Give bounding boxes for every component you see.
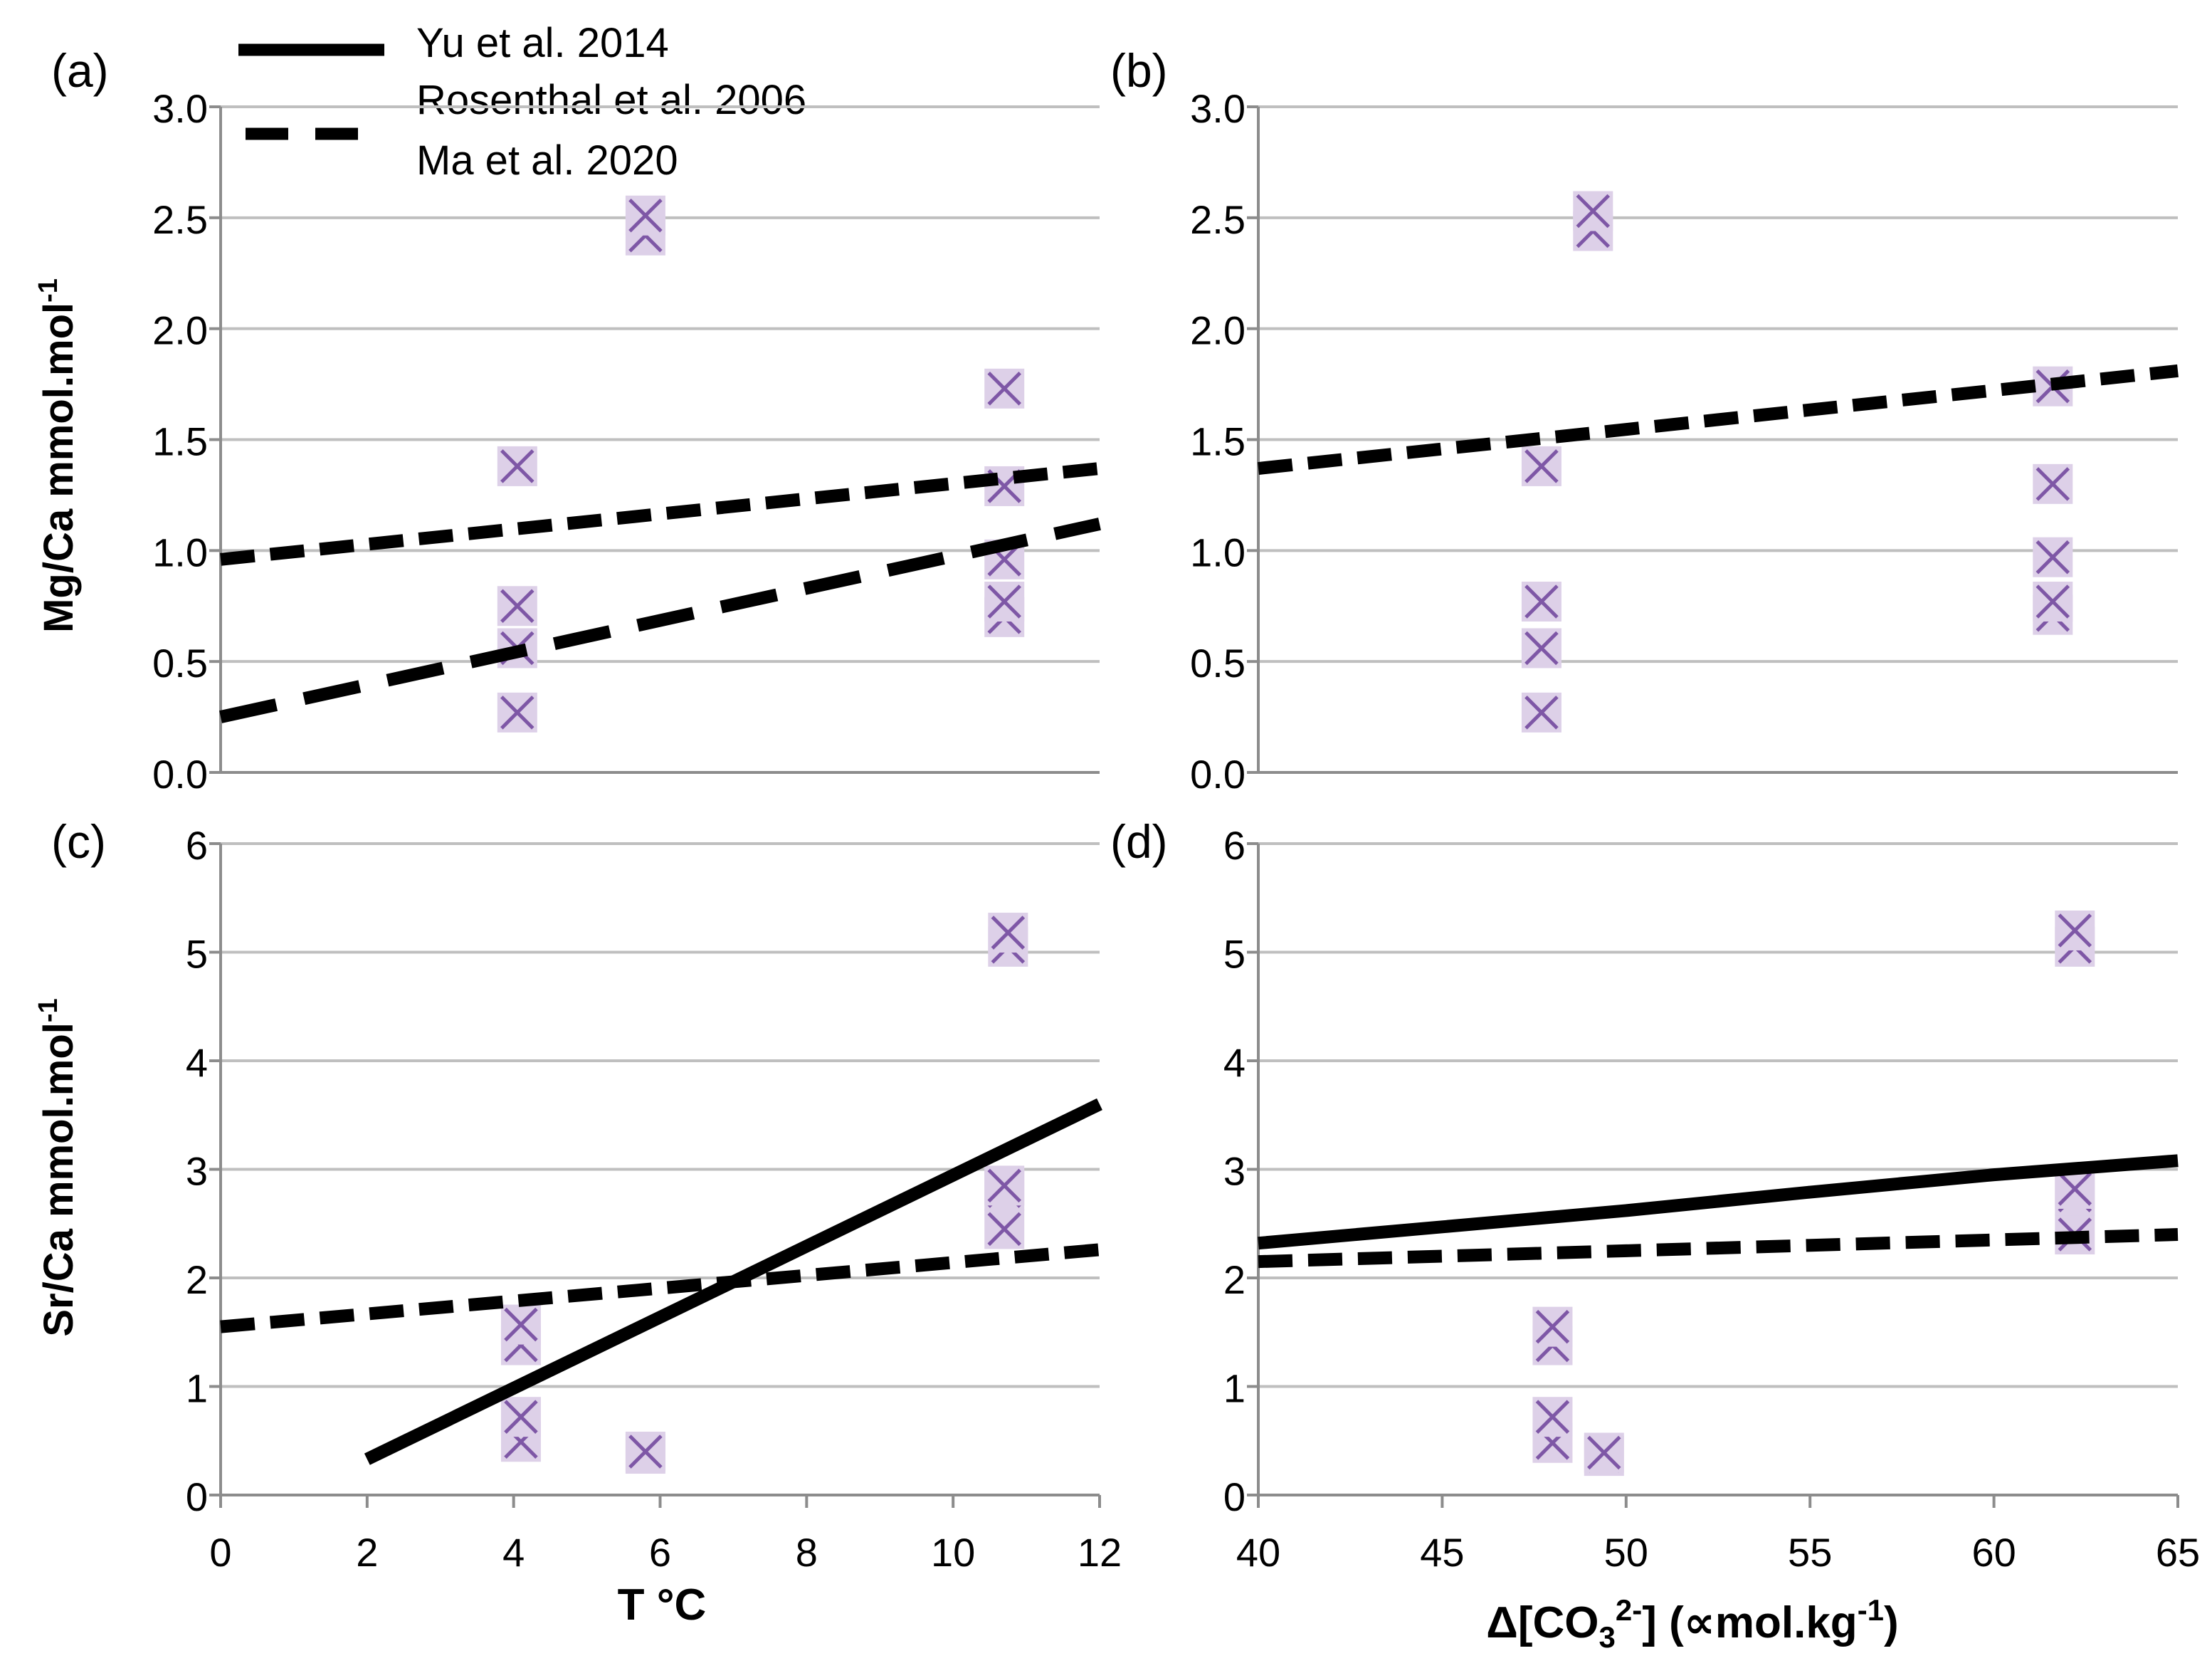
y-tick-label: 2 <box>186 1257 208 1302</box>
data-point <box>2058 1172 2092 1206</box>
y-tick-label: 2.0 <box>1190 308 1245 353</box>
data-point <box>500 696 534 730</box>
data-point <box>1524 696 1559 730</box>
data-point <box>987 372 1021 406</box>
y-tick-label: 6 <box>1223 823 1245 868</box>
x-tick-label: 12 <box>1078 1530 1122 1575</box>
y-tick-label: 1.5 <box>152 419 208 464</box>
panel-b: 0.0 0.5 1.0 1.5 2.0 2.5 3.0 <box>1190 86 2179 797</box>
x-tick-label: 45 <box>1420 1530 1464 1575</box>
y-tick-label: 1 <box>186 1366 208 1411</box>
panel-label: (b) <box>1110 44 1168 97</box>
y-tick-label: 3.0 <box>1190 86 1245 131</box>
y-tick-label: 0.5 <box>1190 641 1245 686</box>
data-point <box>628 1435 663 1469</box>
x-axis-label-co3: Δ[CO32-] (∝mol.kg-1) <box>1486 1593 1898 1654</box>
x-tick-label: 65 <box>2156 1530 2200 1575</box>
y-tick-label: 4 <box>1223 1040 1245 1085</box>
data-point <box>2035 467 2070 501</box>
data-point <box>991 916 1026 950</box>
x-tick-label: 40 <box>1236 1530 1280 1575</box>
data-point <box>1576 194 1611 229</box>
x-tick-label: 60 <box>1971 1530 2016 1575</box>
data-point <box>1587 1435 1621 1470</box>
x-tick-label: 55 <box>1788 1530 1832 1575</box>
data-point <box>987 1168 1021 1203</box>
x-tick-label: 4 <box>502 1530 525 1575</box>
y-tick-label: 0 <box>186 1474 208 1519</box>
y-tick-label: 6 <box>186 823 208 868</box>
y-tick-label: 2.5 <box>1190 197 1245 242</box>
x-tick-label: 6 <box>649 1530 671 1575</box>
data-point <box>628 198 663 233</box>
y-tick-label: 0 <box>1223 1474 1245 1519</box>
data-point <box>1524 631 1559 666</box>
y-tick-label: 0.0 <box>1190 752 1245 797</box>
y-tick-label: 0.5 <box>152 641 208 686</box>
y-tick-label: 3.0 <box>152 86 208 131</box>
panel-label: (c) <box>51 815 106 868</box>
panel-a: 0.0 0.5 1.0 1.5 2.0 2.5 3.0 <box>152 86 1101 797</box>
data-point <box>1524 449 1559 483</box>
panel-label: (d) <box>1110 815 1168 868</box>
x-tick-label: 50 <box>1604 1530 1648 1575</box>
x-tick-label: 10 <box>931 1530 975 1575</box>
y-tick-label: 5 <box>186 932 208 977</box>
y-axis-label-mg: Mg/Ca mmol.mol-1 <box>33 278 82 633</box>
y-tick-label: 1.0 <box>1190 530 1245 575</box>
data-point <box>2035 540 2070 575</box>
y-axis-label-sr: Sr/Ca mmol.mol-1 <box>33 998 82 1336</box>
series-line <box>219 518 1101 723</box>
x-axis-label-t: T °C <box>618 1580 707 1630</box>
data-point <box>2035 584 2070 619</box>
data-point <box>504 1400 538 1434</box>
y-tick-label: 2 <box>1223 1257 1245 1302</box>
data-point <box>500 449 534 483</box>
data-point <box>987 584 1021 619</box>
x-tick-label: 0 <box>209 1530 231 1575</box>
y-tick-label: 3 <box>1223 1149 1245 1194</box>
data-point <box>1535 1400 1570 1434</box>
data-point <box>1524 584 1559 619</box>
series-line <box>1258 364 2179 475</box>
y-tick-label: 2.0 <box>152 308 208 353</box>
legend-label-yu: Yu et al. 2014 <box>416 20 669 66</box>
data-point <box>2058 913 2092 948</box>
data-point <box>987 1212 1021 1247</box>
series-line <box>1258 1154 2179 1250</box>
data-point <box>500 589 534 624</box>
y-tick-label: 3 <box>186 1149 208 1194</box>
y-tick-label: 4 <box>186 1040 208 1085</box>
y-tick-label: 2.5 <box>152 197 208 242</box>
data-point <box>1535 1309 1570 1344</box>
legend-label-rosenthal: Rosenthal et al. 2006 <box>416 77 806 123</box>
y-tick-label: 1 <box>1223 1366 1245 1411</box>
x-tick-label: 8 <box>796 1530 818 1575</box>
y-tick-label: 1.0 <box>152 530 208 575</box>
legend: Yu et al. 2014 Rosenthal et al. 2006 Ma … <box>238 20 806 184</box>
y-tick-label: 1.5 <box>1190 419 1245 464</box>
series-line <box>1258 1228 2179 1269</box>
y-tick-label: 0.0 <box>152 752 208 797</box>
data-point <box>504 1307 538 1342</box>
legend-label-ma: Ma et al. 2020 <box>416 137 678 184</box>
panel-label: (a) <box>51 44 109 97</box>
x-tick-label: 2 <box>356 1530 378 1575</box>
y-tick-label: 5 <box>1223 932 1245 977</box>
